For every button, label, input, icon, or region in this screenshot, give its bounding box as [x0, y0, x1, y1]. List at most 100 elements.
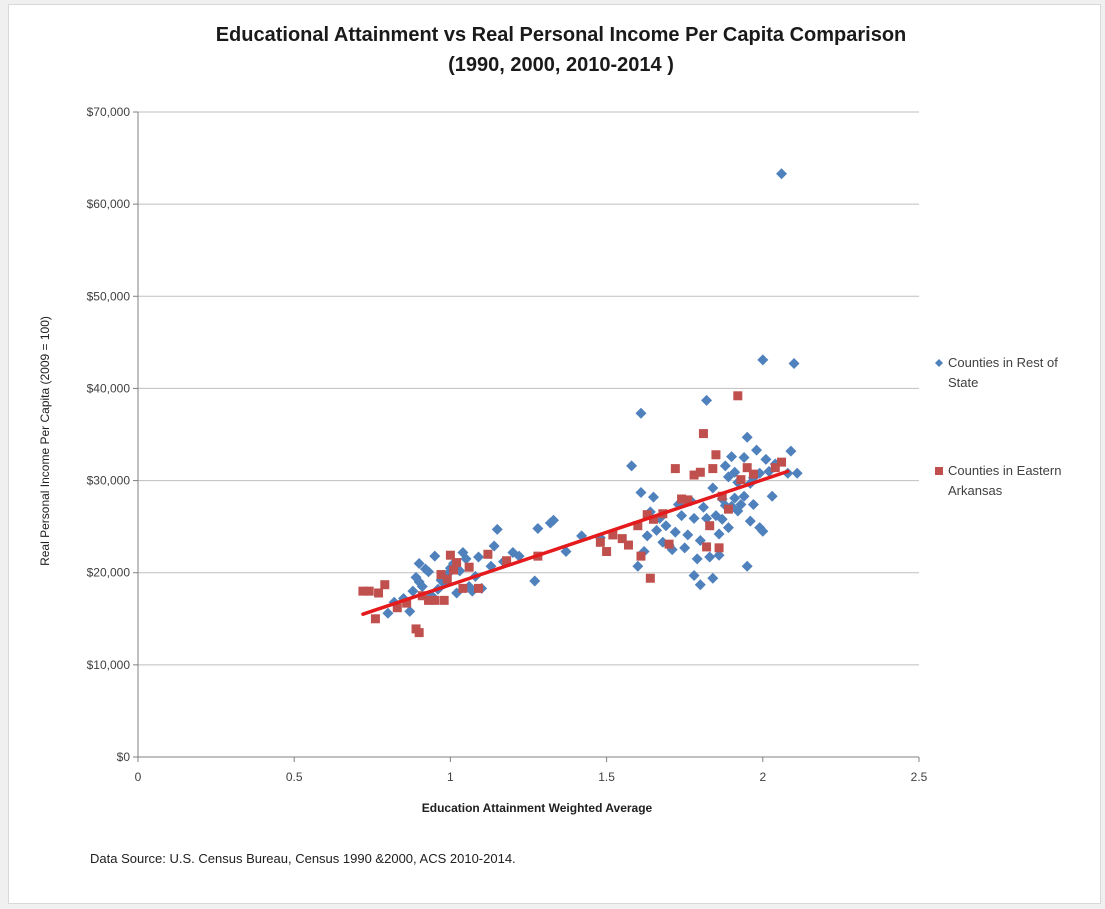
- data-point-eastern-arkansas: [474, 583, 484, 593]
- data-point-eastern-arkansas: [449, 565, 459, 575]
- data-point-rest-of-state: [513, 550, 525, 562]
- data-point-eastern-arkansas: [623, 540, 633, 550]
- data-point-rest-of-state: [729, 466, 741, 478]
- data-point-eastern-arkansas: [439, 595, 449, 605]
- y-tick-label: $70,000: [87, 105, 131, 119]
- data-point-rest-of-state: [735, 499, 747, 511]
- data-point-eastern-arkansas: [698, 429, 708, 439]
- axes: [133, 111, 920, 762]
- legend-label-line: Arkansas: [948, 483, 1003, 498]
- data-point-rest-of-state: [626, 460, 638, 472]
- data-point-eastern-arkansas: [723, 504, 733, 514]
- legend: Counties in Rest of State Counties in East…: [935, 355, 1061, 498]
- data-point-rest-of-state: [423, 566, 435, 578]
- data-point-rest-of-state: [635, 487, 647, 499]
- data-point-eastern-arkansas: [748, 469, 758, 479]
- gridlines: [138, 111, 919, 666]
- data-point-rest-of-state: [688, 569, 700, 581]
- data-point-eastern-arkansas: [402, 598, 412, 608]
- data-point-rest-of-state: [741, 431, 753, 443]
- legend-label: Counties in Rest of State: [948, 355, 1058, 390]
- x-tick-label: 1.5: [598, 770, 615, 784]
- x-tick-labels: 0 0.5 1 1.5 2 2.5: [135, 770, 928, 784]
- data-point-eastern-arkansas: [424, 595, 434, 605]
- data-point-rest-of-state: [716, 513, 728, 525]
- data-point-rest-of-state: [791, 467, 803, 479]
- data-point-rest-of-state: [719, 460, 731, 472]
- data-point-rest-of-state: [688, 512, 700, 524]
- data-point-eastern-arkansas: [708, 464, 718, 474]
- data-point-rest-of-state: [776, 168, 788, 180]
- data-point-rest-of-state: [532, 522, 544, 534]
- x-tick-label: 0: [135, 770, 142, 784]
- data-point-rest-of-state: [744, 515, 756, 527]
- data-point-rest-of-state: [713, 528, 725, 540]
- data-point-rest-of-state: [726, 451, 738, 463]
- data-point-eastern-arkansas: [705, 521, 715, 531]
- data-point-rest-of-state: [757, 354, 769, 366]
- chart-subtitle: (1990, 2000, 2010-2014 ): [448, 54, 674, 76]
- data-point-eastern-arkansas: [458, 583, 468, 593]
- data-point-rest-of-state: [660, 520, 672, 532]
- data-point-rest-of-state: [682, 529, 694, 541]
- data-point-eastern-arkansas: [695, 467, 705, 477]
- data-point-eastern-arkansas: [664, 539, 674, 549]
- data-point-rest-of-state: [697, 501, 709, 513]
- data-point-eastern-arkansas: [636, 551, 646, 561]
- data-point-rest-of-state: [488, 540, 500, 552]
- data-point-rest-of-state: [729, 492, 741, 504]
- data-point-eastern-arkansas: [677, 494, 687, 504]
- data-point-rest-of-state: [722, 522, 734, 534]
- x-tick-label: 2: [759, 770, 766, 784]
- data-point-rest-of-state: [473, 551, 485, 563]
- data-point-eastern-arkansas: [442, 574, 452, 584]
- data-point-rest-of-state: [741, 560, 753, 572]
- data-point-eastern-arkansas: [414, 628, 424, 638]
- data-point-rest-of-state: [547, 514, 559, 526]
- data-point-rest-of-state: [632, 560, 644, 572]
- data-point-eastern-arkansas: [608, 530, 618, 540]
- chart-frame: Educational Attainment vs Real Personal …: [8, 4, 1101, 904]
- data-point-rest-of-state: [676, 510, 688, 522]
- data-point-rest-of-state: [707, 482, 719, 494]
- data-point-eastern-arkansas: [642, 510, 652, 520]
- data-point-rest-of-state: [766, 490, 778, 502]
- data-point-eastern-arkansas: [733, 391, 743, 401]
- data-point-rest-of-state: [404, 605, 416, 617]
- data-point-rest-of-state: [560, 546, 572, 558]
- data-point-eastern-arkansas: [711, 450, 721, 460]
- data-point-rest-of-state: [713, 549, 725, 561]
- data-point-rest-of-state: [429, 550, 441, 562]
- data-point-eastern-arkansas: [702, 542, 712, 552]
- scatter-chart: Educational Attainment vs Real Personal …: [38, 24, 1061, 866]
- data-point-eastern-arkansas: [648, 514, 658, 524]
- data-point-rest-of-state: [641, 530, 653, 542]
- data-point-eastern-arkansas: [602, 547, 612, 557]
- data-point-rest-of-state: [707, 572, 719, 584]
- legend-marker-rest-of-state: [935, 359, 943, 367]
- y-tick-label: $60,000: [87, 197, 131, 211]
- data-point-eastern-arkansas: [380, 580, 390, 590]
- data-point-eastern-arkansas: [364, 586, 374, 596]
- data-point-rest-of-state: [704, 551, 716, 563]
- data-point-eastern-arkansas: [777, 457, 787, 467]
- data-point-eastern-arkansas: [770, 463, 780, 473]
- data-point-eastern-arkansas: [595, 537, 605, 547]
- data-point-rest-of-state: [691, 553, 703, 565]
- y-tick-label: $10,000: [87, 658, 131, 672]
- data-point-rest-of-state: [407, 585, 419, 597]
- data-point-eastern-arkansas: [374, 588, 384, 598]
- data-point-eastern-arkansas: [483, 549, 493, 559]
- data-point-eastern-arkansas: [736, 475, 746, 485]
- data-point-rest-of-state: [651, 524, 663, 536]
- y-tick-label: $50,000: [87, 289, 131, 303]
- data-point-rest-of-state: [679, 542, 691, 554]
- data-point-rest-of-state: [413, 558, 425, 569]
- data-point-eastern-arkansas: [464, 562, 474, 572]
- data-point-rest-of-state: [757, 525, 769, 537]
- x-axis-label: Education Attainment Weighted Average: [422, 801, 653, 815]
- data-point-rest-of-state: [760, 453, 772, 465]
- legend-label-line: Counties in Rest of: [948, 355, 1058, 370]
- legend-label-line: State: [948, 375, 978, 390]
- data-point-rest-of-state: [460, 553, 472, 565]
